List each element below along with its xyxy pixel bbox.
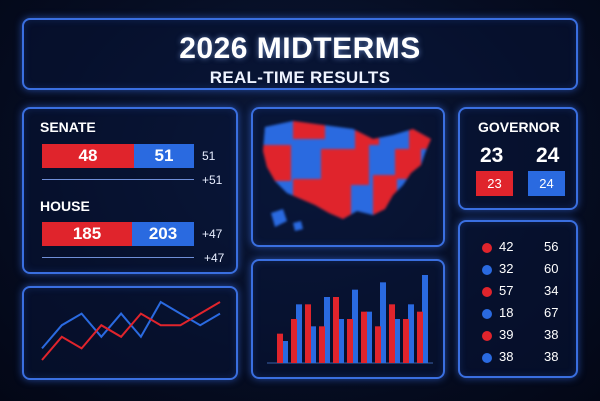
red-trend-line [41, 301, 221, 361]
governor-red-count: 23 [480, 144, 504, 167]
red-bar [417, 311, 423, 363]
tally-value-a: 39 [499, 327, 514, 342]
tally-value-a: 38 [499, 349, 514, 364]
red-bar [361, 311, 367, 363]
tally-value-a: 18 [499, 305, 514, 320]
red-bar [375, 326, 381, 363]
senate-red-bar: 48 [42, 144, 134, 168]
red-bar [333, 297, 339, 363]
map-panel [251, 107, 445, 247]
senate-divider [42, 179, 194, 180]
party-dot [482, 353, 492, 363]
blue-bar [394, 319, 400, 363]
blue-bar [422, 275, 428, 363]
red-bar [305, 304, 311, 363]
governor-blue-count: 24 [536, 144, 560, 167]
trend-line-panel [22, 286, 238, 380]
tally-row: 32 60 [460, 260, 576, 280]
blue-bar [310, 326, 316, 363]
blue-bar [282, 341, 288, 363]
governor-panel: GOVERNOR 23 24 23 24 [458, 107, 578, 210]
title-panel: 2026 MIDTERMS REAL-TIME RESULTS [22, 18, 578, 90]
tally-value-b: 60 [544, 261, 559, 276]
red-bar [291, 319, 297, 363]
tally-value-b: 34 [544, 283, 559, 298]
seat-bar-panel [251, 259, 445, 379]
senate-change: +51 [202, 173, 223, 187]
tally-row: 39 38 [460, 326, 576, 346]
house-divider [42, 257, 194, 258]
blue-bar [380, 282, 386, 363]
senate-side-value: 51 [202, 149, 216, 163]
tally-panel: 42 56 32 60 57 34 18 67 39 38 38 38 [458, 220, 578, 378]
page-subtitle: REAL-TIME RESULTS [209, 68, 391, 87]
blue-bar [296, 304, 302, 363]
red-bar [319, 326, 325, 363]
tally-value-a: 57 [499, 283, 514, 298]
blue-bar [366, 311, 372, 363]
tally-row: 57 34 [460, 282, 576, 302]
house-side-value: +47 [202, 227, 223, 241]
party-dot [482, 265, 492, 275]
red-bar [277, 333, 283, 363]
us-results-map [263, 121, 431, 231]
house-red-bar: 185 [42, 222, 132, 246]
seat-bar-chart [267, 275, 433, 364]
governor-blue-box: 24 [528, 171, 565, 196]
blue-bar [324, 297, 330, 363]
tally-row: 42 56 [460, 238, 576, 258]
tally-value-b: 38 [544, 327, 559, 342]
governor-label: GOVERNOR [478, 119, 560, 135]
party-dot [482, 243, 492, 253]
tally-value-b: 67 [544, 305, 559, 320]
tally-value-a: 32 [499, 261, 514, 276]
tally-row: 38 38 [460, 348, 576, 368]
tally-value-b: 56 [544, 239, 559, 254]
blue-bar [338, 319, 344, 363]
blue-bar [352, 289, 358, 363]
party-dot [482, 309, 492, 319]
blue-bar [408, 304, 414, 363]
red-bar [389, 304, 395, 363]
trend-line-chart [41, 300, 221, 361]
party-dot [482, 331, 492, 341]
red-bar [403, 319, 409, 363]
tally-row: 18 67 [460, 304, 576, 324]
red-bar [347, 319, 353, 363]
tally-value-a: 42 [499, 239, 514, 254]
senate-blue-bar: 51 [134, 144, 194, 168]
page-title: 2026 MIDTERMS [179, 32, 421, 65]
party-dot [482, 287, 492, 297]
congress-panel: SENATE 48 51 51 +51 HOUSE 185 203 +47 +4… [22, 107, 238, 274]
house-label: HOUSE [40, 198, 90, 214]
governor-red-box: 23 [476, 171, 513, 196]
tally-value-b: 38 [544, 349, 559, 364]
senate-label: SENATE [40, 119, 96, 135]
house-change: +47 [204, 251, 225, 265]
house-blue-bar: 203 [132, 222, 194, 246]
